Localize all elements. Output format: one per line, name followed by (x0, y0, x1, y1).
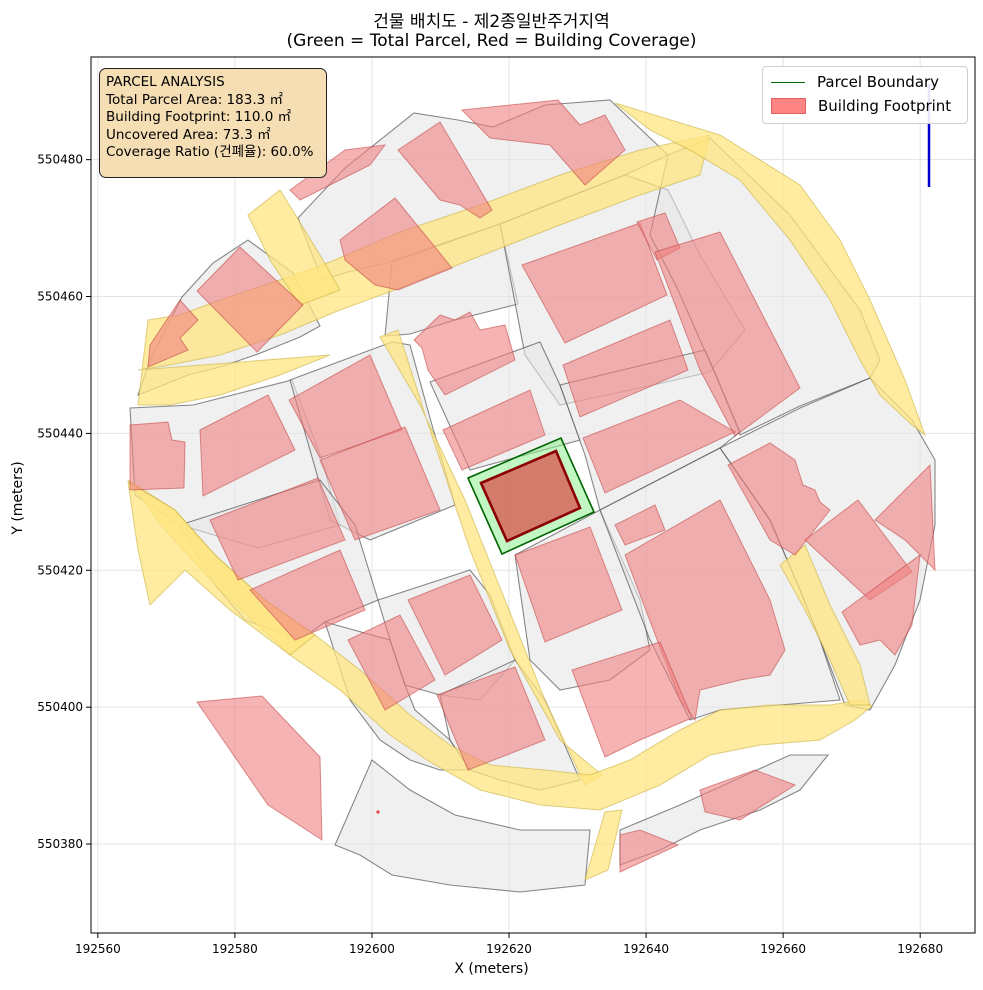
neighbor-building (413, 311, 516, 396)
info-heading: PARCEL ANALYSIS (106, 74, 225, 90)
y-tick-label: 550420 (37, 563, 83, 577)
y-axis-title: Y (meters) (10, 461, 26, 535)
neighbor-building (699, 769, 797, 821)
x-axis-ticks: 192560 192580 192600 192620 192640 192660 1926… (75, 933, 943, 956)
building-footprint (479, 449, 582, 543)
x-tick-label: 192620 (486, 942, 532, 956)
y-tick-label: 550460 (37, 290, 83, 304)
y-axis-ticks: 550380 550400 550420 550440 550460 550480 (37, 153, 91, 851)
neighbor-building (209, 477, 346, 581)
plot-frame (90, 56, 976, 934)
x-axis-title: X (meters) (454, 961, 529, 977)
neighbor-building (147, 299, 199, 368)
legend-swatch-line (771, 81, 805, 83)
legend-label-parcel: Parcel Boundary (817, 73, 940, 91)
y-tick-label: 550480 (37, 153, 83, 167)
info-line-coverage: Coverage Ratio (건폐율): 60.0% (106, 144, 314, 160)
neighbor-building (654, 231, 801, 437)
chart-title-line1: 건물 배치도 - 제2종일반주거지역 (373, 12, 610, 32)
legend-label-building: Building Footprint (818, 97, 952, 115)
neighbor-building-layer (129, 99, 936, 873)
neighbor-building (436, 666, 546, 771)
neighbor-building (571, 641, 693, 758)
legend-item-building: Building Footprint (771, 94, 959, 118)
info-line-footprint: Building Footprint: 110.0 ㎡ (106, 109, 292, 125)
neighbor-building (347, 614, 436, 711)
x-tick-label: 192640 (623, 942, 669, 956)
lot (334, 759, 591, 893)
legend-swatch-patch (771, 98, 806, 114)
y-tick-label: 550440 (37, 426, 83, 440)
neighbor-building (514, 526, 623, 643)
neighbor-building (460, 99, 626, 186)
x-tick-label: 192580 (212, 942, 258, 956)
neighbor-building (397, 121, 493, 219)
neighbor-building (319, 426, 441, 541)
legend: Parcel Boundary Building Footprint (762, 66, 968, 124)
legend-item-parcel: Parcel Boundary (771, 70, 959, 94)
neighbor-building (614, 504, 666, 546)
y-tick-label: 550380 (37, 837, 83, 851)
info-line-uncovered: Uncovered Area: 73.3 ㎡ (106, 126, 271, 143)
parcel-analysis-box: PARCEL ANALYSIS Total Parcel Area: 183.3… (99, 68, 327, 178)
neighbor-building (249, 549, 366, 641)
neighbor-building (841, 553, 921, 656)
neighbor-building (562, 319, 689, 418)
neighbor-building (339, 197, 453, 291)
neighbor-building (521, 222, 668, 344)
neighbor-building (289, 144, 387, 201)
x-tick-label: 192680 (897, 942, 943, 956)
info-line-total-area: Total Parcel Area: 183.3 ㎡ (106, 91, 283, 108)
x-tick-label: 192560 (75, 942, 121, 956)
neighbor-building (407, 574, 503, 676)
neighbor-building (727, 442, 831, 556)
x-tick-label: 192660 (760, 942, 806, 956)
road (247, 189, 341, 306)
road (127, 481, 316, 656)
neighbor-building (582, 399, 737, 494)
y-tick-label: 550400 (37, 700, 83, 714)
road (584, 809, 623, 881)
x-tick-label: 192600 (349, 942, 395, 956)
chart-title-line2: (Green = Total Parcel, Red = Building Co… (286, 31, 697, 51)
neighbor-building (196, 695, 323, 841)
neighbor-building (619, 829, 680, 873)
road (614, 102, 927, 437)
map-layers: N (127, 74, 936, 893)
neighbor-building (442, 389, 546, 471)
road (779, 544, 871, 706)
neighbor-building (196, 246, 304, 353)
neighbor-building (874, 463, 936, 572)
neighbor-building (199, 394, 296, 497)
survey-point (376, 810, 380, 814)
neighbor-building (129, 421, 186, 491)
